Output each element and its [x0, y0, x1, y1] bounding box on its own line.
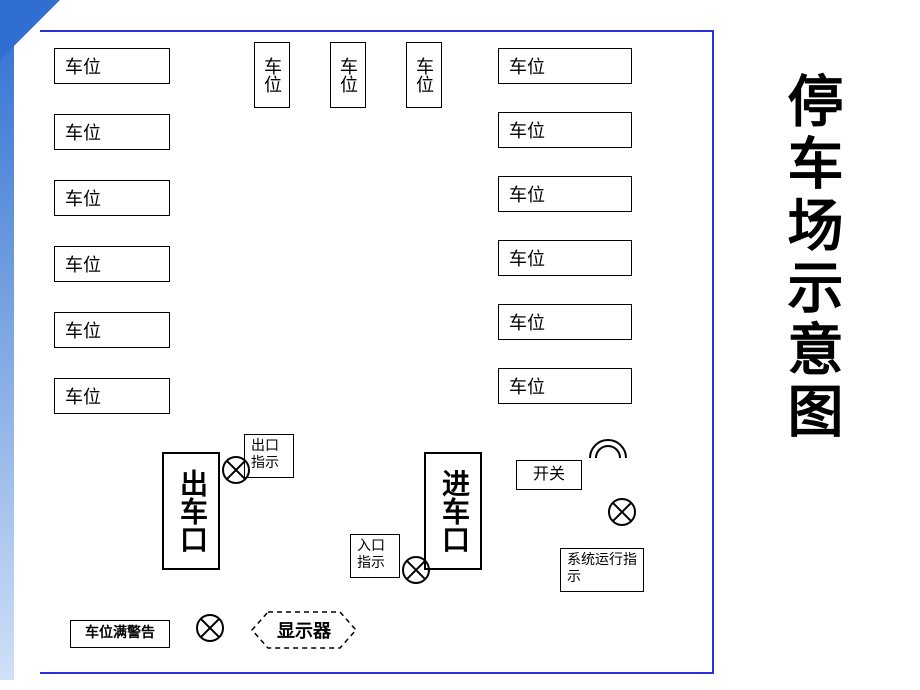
display-text: 显示器	[277, 617, 331, 643]
side-accent-band	[0, 0, 14, 680]
parking-slot: 车位	[54, 378, 170, 414]
display-label: 显示器	[250, 610, 358, 650]
page-title: 停车场示意图	[770, 72, 851, 444]
warn-sensor-icon	[196, 614, 224, 642]
diagram-canvas: 停车场示意图 车位 车位 车位 车位 车位 车位 车位 车位 车位 车位 车位 …	[0, 0, 920, 690]
slot-label: 车位	[65, 119, 101, 145]
full-warning-text: 车位满警告	[85, 626, 155, 643]
parking-slot: 车位	[54, 114, 170, 150]
slot-label: 车位	[259, 57, 285, 93]
switch-arc-icon	[586, 432, 630, 462]
parking-slot: 车位	[54, 246, 170, 282]
slot-label: 车位	[65, 317, 101, 343]
parking-slot: 车位	[54, 312, 170, 348]
slot-label: 车位	[509, 53, 545, 79]
parking-slot: 车位	[54, 48, 170, 84]
parking-slot: 车位	[254, 42, 290, 108]
exit-sensor-icon	[222, 456, 250, 484]
parking-slot: 车位	[498, 112, 632, 148]
switch-sensor-icon	[608, 498, 636, 526]
slot-label: 车位	[509, 181, 545, 207]
entry-sensor-icon	[402, 556, 430, 584]
slot-label: 车位	[509, 117, 545, 143]
parking-slot: 车位	[498, 176, 632, 212]
slot-label: 车位	[411, 57, 437, 93]
switch-label: 开关	[516, 460, 582, 490]
parking-slot: 车位	[54, 180, 170, 216]
slot-label: 车位	[65, 185, 101, 211]
system-run-label: 系统运行指示	[560, 548, 644, 592]
entry-indicator-text: 入口指示	[357, 539, 385, 571]
parking-slot: 车位	[498, 304, 632, 340]
slot-label: 车位	[335, 57, 361, 93]
slot-label: 车位	[509, 309, 545, 335]
parking-slot: 车位	[330, 42, 366, 108]
parking-slot: 车位	[406, 42, 442, 108]
parking-slot: 车位	[498, 368, 632, 404]
exit-indicator-label: 出口指示	[244, 434, 294, 478]
parking-slot: 车位	[498, 240, 632, 276]
slot-label: 车位	[509, 245, 545, 271]
switch-text: 开关	[533, 465, 565, 484]
slot-label: 车位	[65, 383, 101, 409]
slot-label: 车位	[509, 373, 545, 399]
parking-slot: 车位	[498, 48, 632, 84]
full-warning-label: 车位满警告	[70, 620, 170, 648]
entry-gate: 进车口	[424, 452, 482, 570]
exit-gate: 出车口	[162, 452, 220, 570]
entry-indicator-label: 入口指示	[350, 534, 400, 578]
exit-indicator-text: 出口指示	[251, 439, 279, 471]
slot-label: 车位	[65, 53, 101, 79]
slot-label: 车位	[65, 251, 101, 277]
system-run-text: 系统运行指示	[567, 553, 637, 585]
